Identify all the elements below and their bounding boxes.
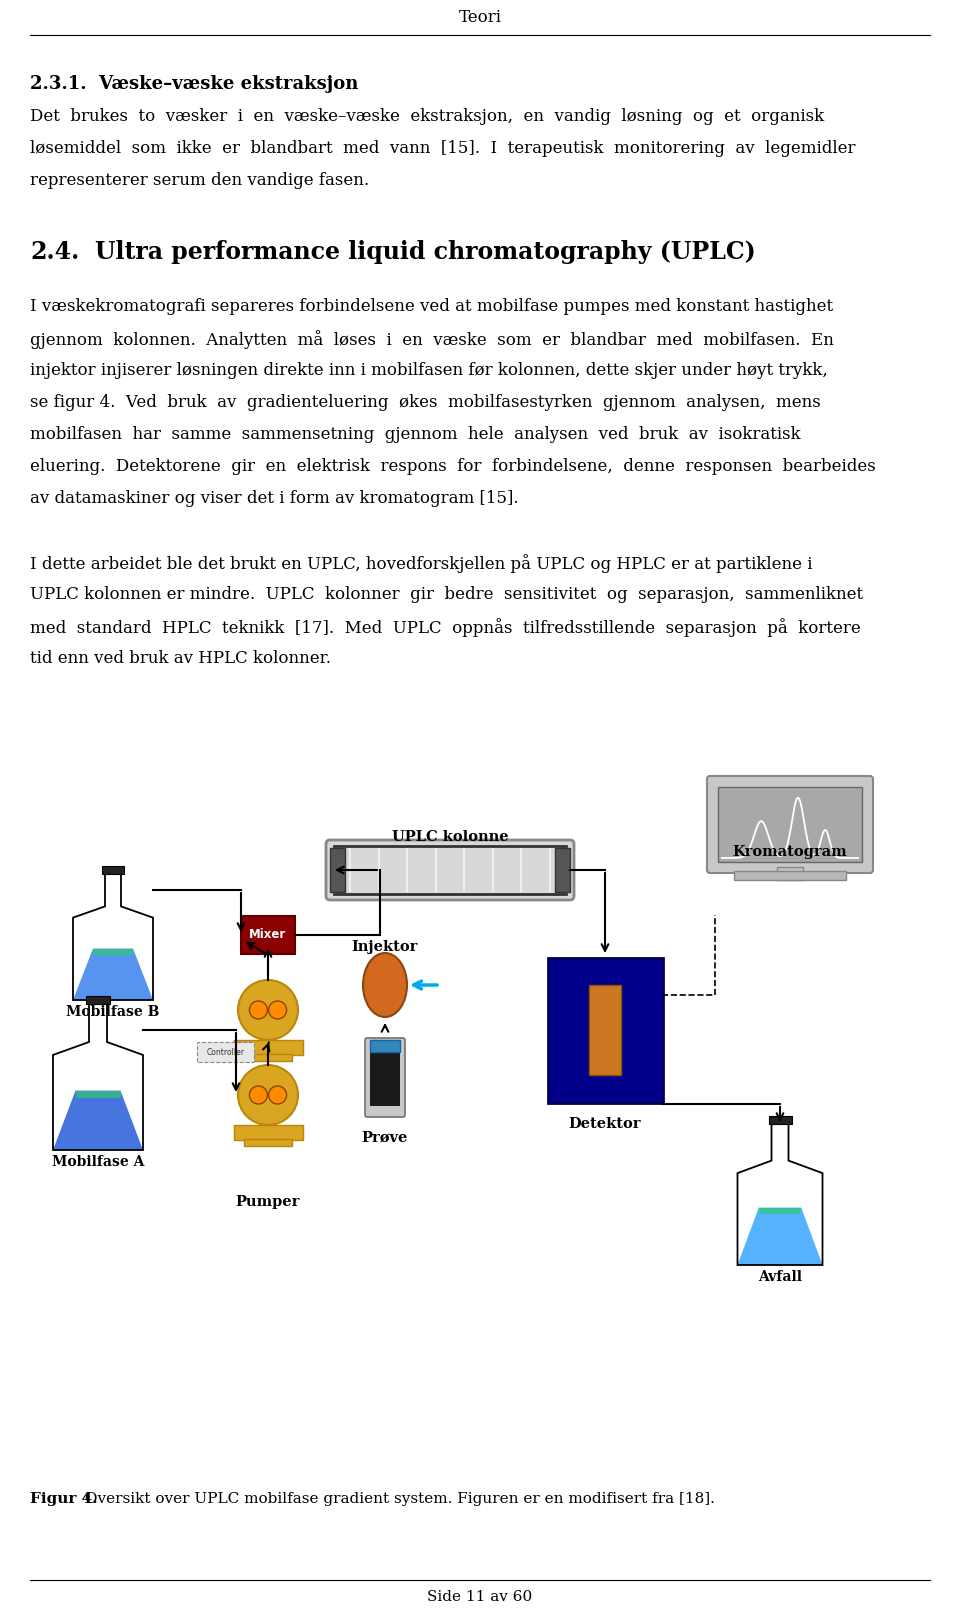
Text: Avfall: Avfall (758, 1269, 802, 1284)
FancyBboxPatch shape (707, 776, 873, 873)
Text: tid enn ved bruk av HPLC kolonner.: tid enn ved bruk av HPLC kolonner. (30, 650, 331, 668)
Text: UPLC kolonne: UPLC kolonne (392, 831, 508, 844)
Circle shape (238, 1065, 298, 1124)
Bar (86, 995, 110, 1003)
Circle shape (269, 1002, 287, 1019)
Circle shape (238, 981, 298, 1040)
Text: Mobilfase A: Mobilfase A (52, 1155, 144, 1169)
Text: med  standard  HPLC  teknikk  [17].  Med  UPLC  oppnås  tilfredsstillende  separ: med standard HPLC teknikk [17]. Med UPLC… (30, 618, 861, 637)
Bar (244, 1139, 292, 1145)
FancyBboxPatch shape (326, 840, 574, 900)
Text: injektor injiserer løsningen direkte inn i mobilfasen før kolonnen, dette skjer : injektor injiserer løsningen direkte inn… (30, 361, 828, 379)
Bar (588, 986, 621, 1074)
Bar (734, 871, 846, 881)
Text: Injektor: Injektor (351, 940, 419, 953)
Text: Detektor: Detektor (568, 1116, 641, 1131)
Text: Pumper: Pumper (236, 1195, 300, 1210)
Text: løsemiddel  som  ikke  er  blandbart  med  vann  [15].  I  terapeutisk  monitore: løsemiddel som ikke er blandbart med van… (30, 140, 855, 156)
Text: eluering.  Detektorene  gir  en  elektrisk  respons  for  forbindelsene,  denne : eluering. Detektorene gir en elektrisk r… (30, 458, 876, 474)
FancyBboxPatch shape (198, 1042, 254, 1063)
Text: Mobilfase B: Mobilfase B (66, 1005, 159, 1019)
Polygon shape (73, 869, 153, 1000)
Text: Figur 4.: Figur 4. (30, 1492, 98, 1507)
Bar (102, 866, 124, 874)
FancyBboxPatch shape (365, 1039, 405, 1116)
Text: mobilfasen  har  samme  sammensetning  gjennom  hele  analysen  ved  bruk  av  i: mobilfasen har samme sammensetning gjenn… (30, 426, 801, 444)
Text: gjennom  kolonnen.  Analytten  må  løses  i  en  væske  som  er  blandbar  med  : gjennom kolonnen. Analytten må løses i e… (30, 331, 834, 348)
Text: Mixer: Mixer (250, 929, 287, 942)
Text: se figur 4.  Ved  bruk  av  gradienteluering  økes  mobilfasestyrken  gjennom  a: se figur 4. Ved bruk av gradienteluering… (30, 394, 821, 411)
Polygon shape (737, 1208, 823, 1265)
Bar (241, 916, 295, 953)
Text: representerer serum den vandige fasen.: representerer serum den vandige fasen. (30, 173, 370, 189)
Text: UPLC kolonnen er mindre.  UPLC  kolonner  gir  bedre  sensitivitet  og  separasj: UPLC kolonnen er mindre. UPLC kolonner g… (30, 586, 863, 603)
Bar (555, 848, 570, 892)
Bar (370, 1052, 400, 1107)
Polygon shape (737, 1119, 823, 1265)
Text: Controller: Controller (207, 1048, 245, 1057)
Polygon shape (76, 1090, 121, 1098)
Text: Side 11 av 60: Side 11 av 60 (427, 1590, 533, 1603)
Polygon shape (758, 1208, 802, 1215)
Polygon shape (53, 1090, 143, 1150)
Text: Prøve: Prøve (362, 1131, 408, 1144)
Text: 2.3.1.  Væske–væske ekstraksjon: 2.3.1. Væske–væske ekstraksjon (30, 74, 358, 94)
Ellipse shape (363, 953, 407, 1018)
Bar (233, 1040, 302, 1055)
Circle shape (250, 1086, 268, 1103)
Text: I dette arbeidet ble det brukt en UPLC, hovedforskjellen på UPLC og HPLC er at p: I dette arbeidet ble det brukt en UPLC, … (30, 553, 812, 573)
Text: I væskekromatografi separeres forbindelsene ved at mobilfase pumpes med konstant: I væskekromatografi separeres forbindels… (30, 298, 833, 315)
Bar (370, 1040, 400, 1052)
Bar (769, 1116, 791, 1124)
Polygon shape (53, 1000, 143, 1150)
Bar (330, 848, 345, 892)
Bar (718, 787, 862, 861)
Bar (233, 1124, 302, 1140)
Bar (778, 868, 803, 881)
Text: 2.4.: 2.4. (30, 240, 80, 265)
Text: av datamaskiner og viser det i form av kromatogram [15].: av datamaskiner og viser det i form av k… (30, 490, 518, 506)
Text: Det  brukes  to  væsker  i  en  væske–væske  ekstraksjon,  en  vandig  løsning  : Det brukes to væsker i en væske–væske ek… (30, 108, 824, 124)
Bar (547, 958, 662, 1103)
Text: Ultra performance liquid chromatography (UPLC): Ultra performance liquid chromatography … (95, 240, 756, 265)
Circle shape (269, 1086, 287, 1103)
Polygon shape (73, 948, 153, 1000)
Circle shape (250, 1002, 268, 1019)
Bar (244, 1055, 292, 1061)
Text: Kromatogram: Kromatogram (732, 845, 848, 860)
Text: Oversikt over UPLC mobilfase gradient system. Figuren er en modifisert fra [18].: Oversikt over UPLC mobilfase gradient sy… (80, 1492, 715, 1507)
Text: Teori: Teori (459, 10, 501, 26)
Polygon shape (93, 948, 133, 955)
